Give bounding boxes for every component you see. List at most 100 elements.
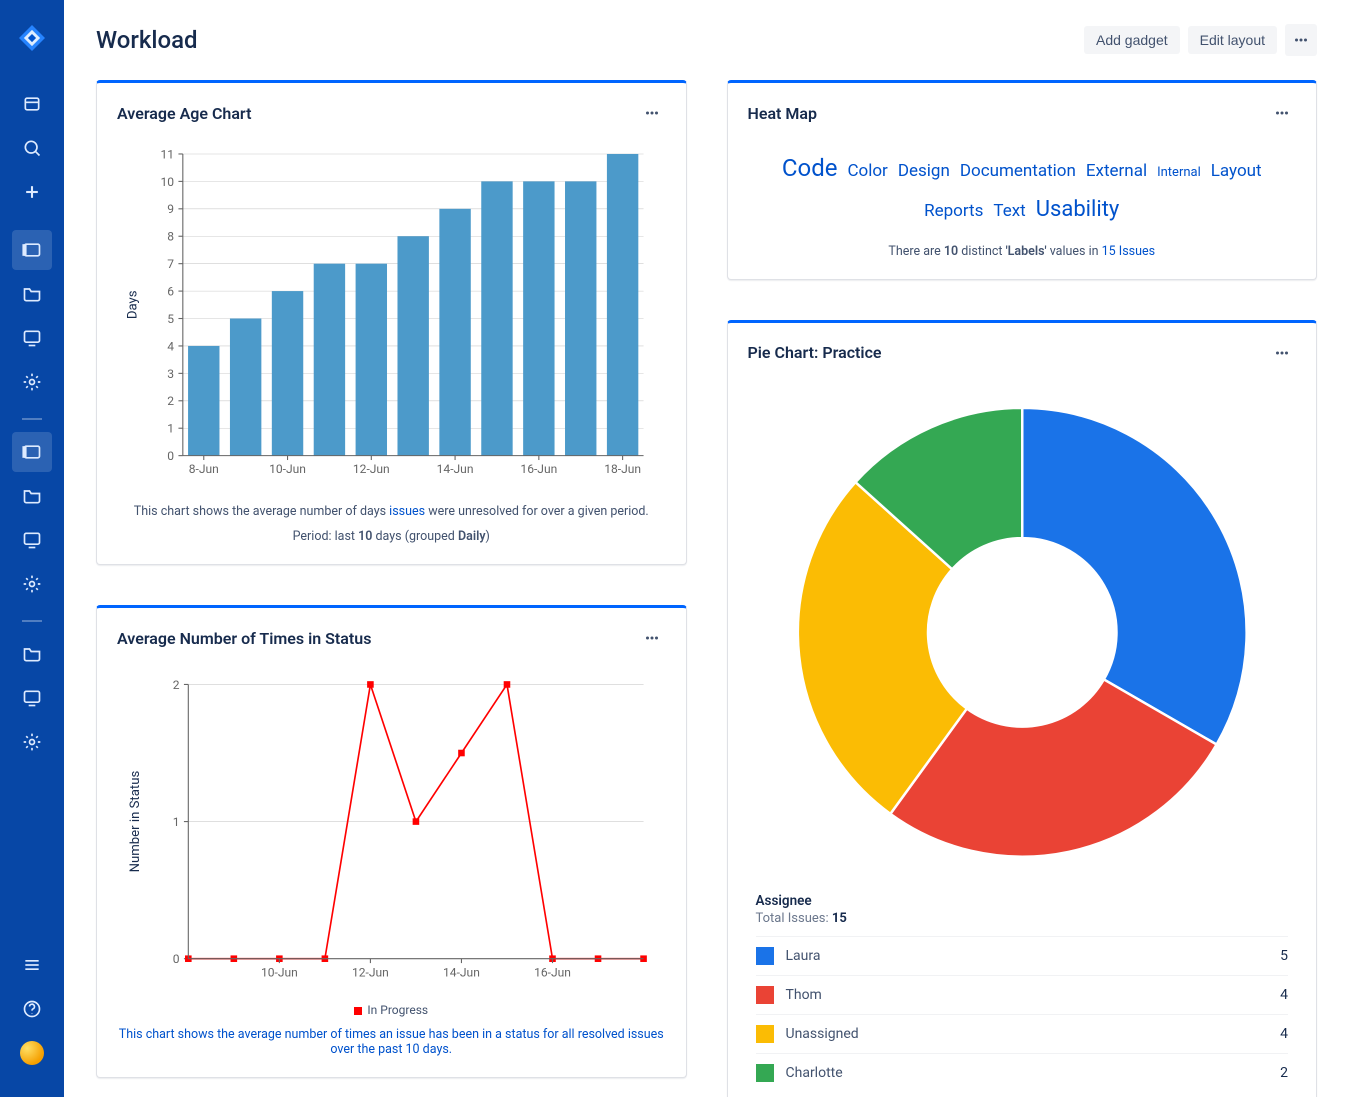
chart-caption-2: Period: last 10 days (grouped Daily) [117,529,666,544]
gadget-heat-map: Heat Map Code Color Design Documentation Ext… [727,80,1318,280]
cloud-word[interactable]: Design [898,156,950,187]
cloud-word[interactable]: Color [847,156,887,187]
page-title: Workload [96,26,198,54]
svg-text:5: 5 [167,312,174,326]
svg-text:0: 0 [173,952,180,966]
donut-chart [748,383,1297,882]
legend-label: Unassigned [786,1026,1281,1042]
legend-value: 5 [1280,948,1288,964]
chart-caption: This chart shows the average number of d… [117,504,666,519]
cloud-word[interactable]: Reports [924,196,983,227]
line-legend: In Progress [117,1003,666,1017]
folder-icon[interactable] [12,634,52,674]
cloud-word[interactable]: External [1086,156,1147,187]
legend-value: 4 [1280,987,1288,1003]
legend-row[interactable]: Charlotte2 [756,1053,1289,1092]
gadget-more-icon[interactable] [638,624,666,652]
svg-text:6: 6 [167,284,174,298]
legend-value: 2 [1280,1065,1288,1081]
cloud-word[interactable]: Text [993,196,1025,227]
gadget-more-icon[interactable] [1268,339,1296,367]
gadget-more-icon[interactable] [1268,99,1296,127]
edit-layout-button[interactable]: Edit layout [1188,26,1277,54]
legend-title: Assignee [756,893,1289,909]
legend-label: Charlotte [786,1065,1281,1081]
heat-map-subtitle: There are 10 distinct 'Labels' values in… [748,244,1297,259]
cloud-word[interactable]: Layout [1211,156,1262,187]
folder-icon[interactable] [12,274,52,314]
avatar[interactable] [12,1033,52,1073]
svg-text:0: 0 [167,449,174,463]
svg-text:4: 4 [167,339,174,353]
monitor-icon[interactable] [12,520,52,560]
legend-label: Thom [786,987,1281,1003]
legend-swatch [756,986,774,1004]
panel-icon[interactable] [12,230,52,270]
svg-text:10: 10 [161,175,175,189]
svg-text:1: 1 [173,815,180,829]
menu-icon[interactable] [12,945,52,985]
svg-text:16-Jun: 16-Jun [534,965,571,979]
more-options-button[interactable] [1285,24,1317,56]
svg-text:8: 8 [167,230,174,244]
plus-icon[interactable] [12,172,52,212]
gadget-average-age-chart: Average Age Chart 012345678910118-Jun10-… [96,80,687,565]
monitor-icon[interactable] [12,678,52,718]
gadget-title: Average Age Chart [117,104,251,123]
svg-text:18-Jun: 18-Jun [604,462,641,476]
svg-text:14-Jun: 14-Jun [437,462,474,476]
legend-label: Laura [786,948,1281,964]
svg-text:9: 9 [167,202,174,216]
legend-row[interactable]: Laura5 [756,936,1289,975]
gadget-times-in-status: Average Number of Times in Status 0 1 2 10-… [96,605,687,1078]
issues-link[interactable]: issues [389,504,425,519]
board-icon[interactable] [12,84,52,124]
svg-text:12-Jun: 12-Jun [353,462,390,476]
legend-marker [354,1007,362,1015]
monitor-icon[interactable] [12,318,52,358]
cloud-word[interactable]: Usability [1036,190,1120,230]
help-icon[interactable] [12,989,52,1029]
svg-text:8-Jun: 8-Jun [189,462,219,476]
issues-link[interactable]: 15 Issues [1102,244,1155,259]
svg-text:12-Jun: 12-Jun [352,965,389,979]
gadget-more-icon[interactable] [638,99,666,127]
main-content: Workload Add gadget Edit layout Average … [64,0,1349,1097]
separator [22,620,42,622]
svg-text:Number in Status: Number in Status [128,771,143,873]
cloud-word[interactable]: Documentation [960,156,1076,187]
legend-swatch [756,947,774,965]
svg-text:1: 1 [167,422,174,436]
heat-map-cloud: Code Color Design Documentation External Inte… [748,143,1297,240]
jira-logo[interactable] [16,22,48,54]
add-gadget-button[interactable]: Add gadget [1084,26,1180,54]
svg-text:2: 2 [173,678,180,692]
gear-icon[interactable] [12,362,52,402]
svg-text:3: 3 [167,367,174,381]
gadget-title: Average Number of Times in Status [117,629,371,648]
svg-text:2: 2 [167,394,174,408]
gadget-title: Pie Chart: Practice [748,343,882,362]
panel-icon[interactable] [12,432,52,472]
cloud-word[interactable]: Code [782,147,838,190]
folder-icon[interactable] [12,476,52,516]
gear-icon[interactable] [12,564,52,604]
legend-value: 4 [1280,1026,1288,1042]
search-icon[interactable] [12,128,52,168]
cloud-word[interactable]: Internal [1157,161,1201,184]
legend: Assignee Total Issues: 15 Laura5Thom4Una… [748,893,1297,1092]
legend-subtitle: Total Issues: 15 [756,911,1289,926]
gear-icon[interactable] [12,722,52,762]
chart-caption: This chart shows the average number of t… [117,1027,666,1057]
svg-text:16-Jun: 16-Jun [520,462,557,476]
status-chart: 01210-Jun12-Jun14-Jun16-JunNumber in Sta… [117,668,666,997]
gadget-pie-chart: Pie Chart: Practice Assignee Total Issue… [727,320,1318,1097]
legend-swatch [756,1025,774,1043]
age-chart: 012345678910118-Jun10-Jun12-Jun14-Jun16-… [117,143,666,494]
svg-text:10-Jun: 10-Jun [269,462,306,476]
legend-swatch [756,1064,774,1082]
legend-row[interactable]: Thom4 [756,975,1289,1014]
svg-text:10-Jun: 10-Jun [261,965,298,979]
legend-row[interactable]: Unassigned4 [756,1014,1289,1053]
gadget-title: Heat Map [748,104,817,123]
